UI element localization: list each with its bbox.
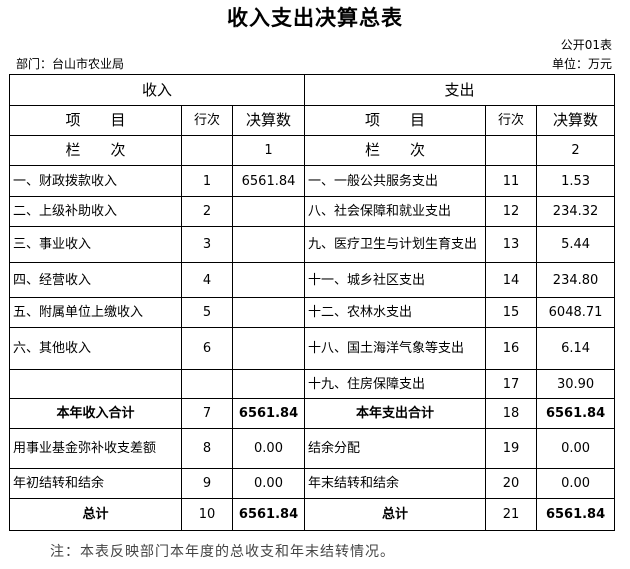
income-amount: [231, 327, 306, 370]
item-header: 项 目: [9, 105, 182, 136]
table-row: 三、事业收入 3 九、医疗卫生与计划生育支出 13 5.44: [9, 226, 616, 263]
column-label: 栏 次: [9, 135, 182, 166]
income-row-no: 5: [181, 297, 233, 328]
unit-label: 单位：万元: [551, 57, 612, 71]
expense-row-no: 17: [485, 369, 538, 399]
income-row-no: 4: [181, 262, 233, 298]
income-item: [9, 369, 182, 399]
table-row: 五、附属单位上缴收入 5 十二、农林水支出 15 6048.71: [9, 297, 616, 328]
page-title: 收入支出决算总表: [227, 6, 403, 30]
income-row-no: 3: [181, 226, 233, 263]
expense-amount: 234.32: [536, 196, 616, 227]
income-row-no: 1: [181, 165, 233, 197]
income-amount: 6561.84: [231, 398, 306, 429]
income-item: 年初结转和结余: [9, 468, 182, 499]
expense-amount: 6561.84: [536, 398, 616, 429]
table-row: 用事业基金弥补收支差额 8 0.00 结余分配 19 0.00: [9, 428, 616, 469]
income-amount: 6561.84: [231, 498, 306, 531]
income-item: 总计: [9, 498, 182, 531]
income-row-no: 6: [181, 327, 233, 370]
income-row-no: [181, 369, 233, 399]
expense-row-no: 13: [485, 226, 538, 263]
income-amount: 0.00: [231, 468, 306, 499]
income-amount: [231, 226, 306, 263]
column-number: 2: [536, 135, 616, 166]
expense-row-no: 19: [485, 428, 538, 469]
income-amount: 0.00: [231, 428, 306, 469]
income-item: 四、经营收入: [9, 262, 182, 298]
expense-amount: 30.90: [536, 369, 616, 399]
item-header: 项 目: [304, 105, 487, 136]
expense-item: 十一、城乡社区支出: [304, 262, 487, 298]
expense-row-no: 20: [485, 468, 538, 499]
table-row: 十九、住房保障支出 17 30.90: [9, 369, 616, 399]
income-item: 六、其他收入: [9, 327, 182, 370]
income-row-no: 9: [181, 468, 233, 499]
income-amount: [231, 262, 306, 298]
expense-row-no: 12: [485, 196, 538, 227]
expense-row-no: 14: [485, 262, 538, 298]
expense-item: 九、医疗卫生与计划生育支出: [304, 226, 487, 263]
expense-item: 八、社会保障和就业支出: [304, 196, 487, 227]
income-amount: [231, 369, 306, 399]
expense-item: 十二、农林水支出: [304, 297, 487, 328]
expense-row-no: 15: [485, 297, 538, 328]
table-row: 总计 10 6561.84 总计 21 6561.84: [9, 498, 616, 531]
table-row: 本年收入合计 7 6561.84 本年支出合计 18 6561.84: [9, 398, 616, 429]
income-amount: [231, 196, 306, 227]
income-amount: 6561.84: [231, 165, 306, 197]
table-row: 四、经营收入 4 十一、城乡社区支出 14 234.80: [9, 262, 616, 298]
expense-item: 总计: [304, 498, 487, 531]
expense-amount: 6048.71: [536, 297, 616, 328]
expense-amount: 6561.84: [536, 498, 616, 531]
table-row: 年初结转和结余 9 0.00 年末结转和结余 20 0.00: [9, 468, 616, 499]
income-row-no: 8: [181, 428, 233, 469]
empty-cell: [181, 135, 233, 166]
table-row: 一、财政拨款收入 1 6561.84 一、一般公共服务支出 11 1.53: [9, 165, 616, 197]
income-item: 三、事业收入: [9, 226, 182, 263]
expense-item: 一、一般公共服务支出: [304, 165, 487, 197]
expense-row-no: 18: [485, 398, 538, 429]
income-header: 收入: [8, 74, 306, 106]
expense-amount: 1.53: [536, 165, 616, 197]
expense-amount: 6.14: [536, 327, 616, 370]
expense-item: 结余分配: [304, 428, 487, 469]
expense-header: 支出: [304, 74, 616, 106]
expense-amount: 5.44: [536, 226, 616, 263]
income-row-no: 7: [181, 398, 233, 429]
income-row-no: 10: [181, 498, 233, 531]
income-row-no: 2: [181, 196, 233, 227]
column-label: 栏 次: [304, 135, 487, 166]
expense-item: 十八、国土海洋气象等支出: [304, 327, 487, 370]
row-no-header: 行次: [181, 105, 233, 136]
table-row: 二、上级补助收入 2 八、社会保障和就业支出 12 234.32: [9, 196, 616, 227]
income-item: 用事业基金弥补收支差额: [9, 428, 182, 469]
expense-row-no: 11: [485, 165, 538, 197]
expense-item: 本年支出合计: [304, 398, 487, 429]
department-label: 部门：台山市农业局: [16, 57, 125, 71]
amount-header: 决算数: [231, 105, 306, 136]
expense-item: 十九、住房保障支出: [304, 369, 487, 399]
form-number: 公开01表: [560, 38, 612, 52]
income-item: 一、财政拨款收入: [9, 165, 182, 197]
expense-amount: 0.00: [536, 468, 616, 499]
expense-amount: 0.00: [536, 428, 616, 469]
column-number: 1: [231, 135, 306, 166]
footnote: 注：本表反映部门本年度的总收支和年末结转情况。: [50, 544, 395, 560]
amount-header: 决算数: [536, 105, 616, 136]
income-item: 本年收入合计: [9, 398, 182, 429]
row-no-header: 行次: [485, 105, 538, 136]
empty-cell: [485, 135, 538, 166]
expense-row-no: 21: [485, 498, 538, 531]
income-item: 五、附属单位上缴收入: [9, 297, 182, 328]
table-row: 六、其他收入 6 十八、国土海洋气象等支出 16 6.14: [9, 327, 616, 370]
expense-row-no: 16: [485, 327, 538, 370]
income-expense-table: 收入 支出 项 目 行次 决算数 项 目 行次 决算数 栏 次 1 栏 次 2 …: [8, 74, 616, 531]
expense-amount: 234.80: [536, 262, 616, 298]
income-item: 二、上级补助收入: [9, 196, 182, 227]
expense-item: 年末结转和结余: [304, 468, 487, 499]
income-amount: [231, 297, 306, 328]
